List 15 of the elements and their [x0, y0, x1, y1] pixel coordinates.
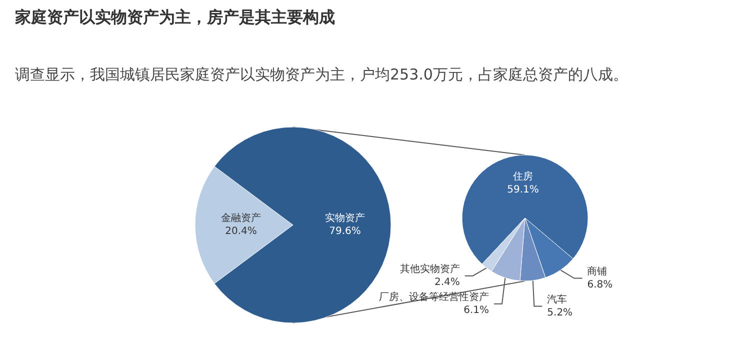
data-label: 20.4%	[225, 226, 257, 237]
slice-label: 商铺	[587, 265, 608, 278]
chart-subtitle: 调查显示，我国城镇居民家庭资产以实物资产为主，户均253.0万元，占家庭总资产的八成。	[15, 66, 628, 84]
data-label: 59.1%	[507, 184, 539, 196]
data-label: 6.1%	[464, 304, 490, 316]
data-label: 6.8%	[587, 279, 613, 290]
data-label: 79.6%	[329, 226, 361, 238]
data-label: 2.4%	[434, 276, 460, 288]
slice-label: 汽车	[547, 293, 568, 306]
data-label: 5.2%	[547, 307, 573, 318]
chart-title: 家庭资产以实物资产为主，房产是其主要构成	[14, 8, 335, 26]
slice-label: 金融资产	[221, 212, 261, 224]
slice-label: 其他实物资产	[400, 262, 460, 275]
slice-label: 实物资产	[325, 212, 365, 224]
slice-label: 住房	[512, 170, 533, 183]
